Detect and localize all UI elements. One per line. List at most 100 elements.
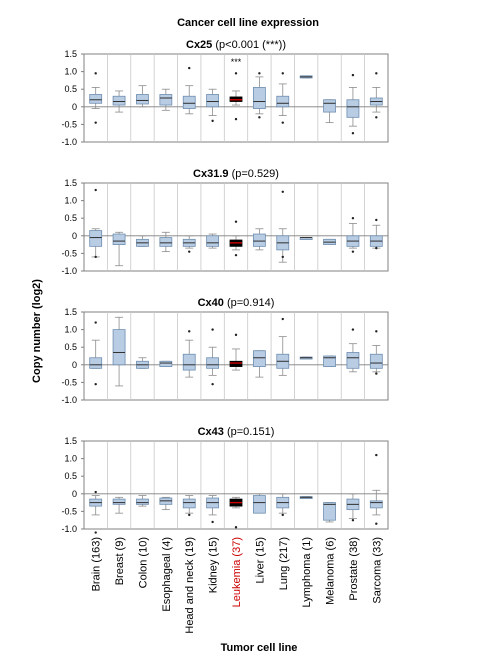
- box-prostate: [346, 493, 360, 522]
- box-iqr: [276, 95, 290, 108]
- outlier-point: [211, 382, 214, 386]
- box-brain: [89, 490, 103, 534]
- box-iqr: [136, 498, 149, 505]
- box-breast: [112, 316, 126, 387]
- outlier-point: [188, 330, 191, 333]
- outlier-point: [234, 253, 238, 257]
- box-breast: [112, 496, 126, 514]
- outlier-point: [94, 531, 97, 534]
- y-tick-label: -1.0: [61, 395, 77, 405]
- y-tick-label: 0: [72, 102, 77, 112]
- box-melanoma: [323, 502, 336, 523]
- y-tick-label: -0.5: [61, 377, 77, 387]
- box-iqr: [112, 329, 126, 366]
- y-tick-label: 1.0: [64, 67, 77, 77]
- outlier-point: [94, 188, 97, 192]
- box-head: [182, 495, 196, 517]
- gene-name: Cx40: [198, 297, 227, 309]
- box-iqr: [369, 353, 383, 369]
- box-leukemia: [229, 496, 243, 529]
- box-colon: [136, 85, 149, 108]
- outlier-point: [375, 246, 378, 250]
- chart-panels: Cx25 (p<0.001 (***)) 1.5 1.0 0.5 0 -0.5 -1.0 **…: [61, 39, 389, 534]
- box-iqr: [229, 360, 243, 367]
- box-brain: [89, 188, 103, 259]
- category-label: Head and neck (19): [184, 537, 196, 634]
- category-label: Liver (15): [254, 537, 266, 583]
- outlier-point: [211, 520, 214, 524]
- outlier-point: [351, 217, 355, 220]
- outlier-point: [351, 328, 355, 331]
- box-iqr: [89, 357, 103, 369]
- y-tick-label: -1.0: [61, 137, 77, 147]
- outlier-point: [375, 330, 378, 333]
- box-iqr: [159, 360, 173, 367]
- x-axis-label: Tumor cell line: [221, 642, 298, 654]
- box-iqr: [252, 495, 266, 514]
- box-lymphoma: [299, 356, 313, 360]
- p-value: (p<0.001 (***)): [215, 39, 286, 51]
- panel-cx25: Cx25 (p<0.001 (***)) 1.5 1.0 0.5 0 -0.5 -1.0 **…: [61, 39, 389, 147]
- category-label: Esophageal (4): [161, 537, 173, 612]
- outlier-point: [188, 66, 191, 70]
- box-kidney: [206, 233, 220, 249]
- box-kidney: [206, 495, 220, 524]
- box-lung: [276, 317, 290, 376]
- category-label: Colon (10): [137, 537, 149, 588]
- panel-title: Cx43 (p=0.151): [198, 426, 275, 438]
- category-label: Melanoma (6): [325, 537, 337, 605]
- box-iqr: [206, 357, 220, 369]
- box-iqr: [206, 94, 220, 108]
- box-leukemia: [229, 72, 243, 121]
- y-tick-label: 1.5: [64, 49, 77, 59]
- box-iqr: [89, 94, 103, 104]
- box-colon: [136, 235, 149, 247]
- outlier-point: [281, 317, 284, 321]
- outlier-point: [188, 513, 191, 517]
- outlier-point: [375, 453, 378, 457]
- plot-frame: [83, 311, 389, 401]
- box-lymphoma: [299, 496, 313, 500]
- y-tick-label: -1.0: [61, 524, 77, 534]
- box-iqr: [323, 355, 336, 367]
- y-tick-label: 1.5: [64, 178, 77, 188]
- box-iqr: [252, 87, 266, 109]
- box-lung: [276, 190, 290, 263]
- box-iqr: [346, 99, 360, 118]
- y-tick-label: 0: [72, 360, 77, 370]
- y-axis-label: Copy number (log2): [31, 279, 43, 383]
- outlier-point: [258, 72, 261, 75]
- figure-title: Cancer cell line expression: [177, 17, 319, 29]
- box-iqr: [136, 94, 149, 105]
- box-prostate: [346, 73, 360, 135]
- gene-name: Cx31.9: [193, 168, 232, 180]
- outlier-point: [351, 73, 355, 77]
- box-lymphoma: [299, 237, 313, 240]
- box-kidney: [206, 88, 220, 123]
- box-iqr: [182, 498, 196, 509]
- y-tick-label: 1.0: [64, 325, 77, 335]
- y-tick-label: -0.5: [61, 119, 77, 129]
- p-value: (p=0.529): [232, 168, 279, 180]
- box-iqr: [182, 95, 196, 109]
- box-melanoma: [323, 238, 336, 246]
- category-labels: Brain (163) Breast (9) Colon (10) Esophagea…: [91, 537, 384, 634]
- box-breast: [112, 231, 126, 267]
- box-iqr: [159, 94, 173, 106]
- box-iqr: [323, 502, 336, 521]
- box-melanoma: [323, 99, 336, 124]
- outlier-point: [94, 121, 97, 124]
- p-value: (p=0.914): [227, 297, 274, 309]
- y-tick-label: -0.5: [61, 506, 77, 516]
- outlier-point: [234, 72, 238, 75]
- box-iqr: [346, 352, 360, 369]
- box-sarcoma: [369, 330, 383, 375]
- outlier-point: [375, 72, 378, 75]
- box-iqr: [369, 500, 383, 509]
- box-colon: [136, 495, 149, 507]
- y-tick-label: 0.5: [64, 84, 77, 94]
- outlier-point: [281, 513, 284, 517]
- p-value: (p=0.151): [227, 426, 274, 438]
- outlier-point: [234, 117, 238, 121]
- box-iqr: [252, 350, 266, 367]
